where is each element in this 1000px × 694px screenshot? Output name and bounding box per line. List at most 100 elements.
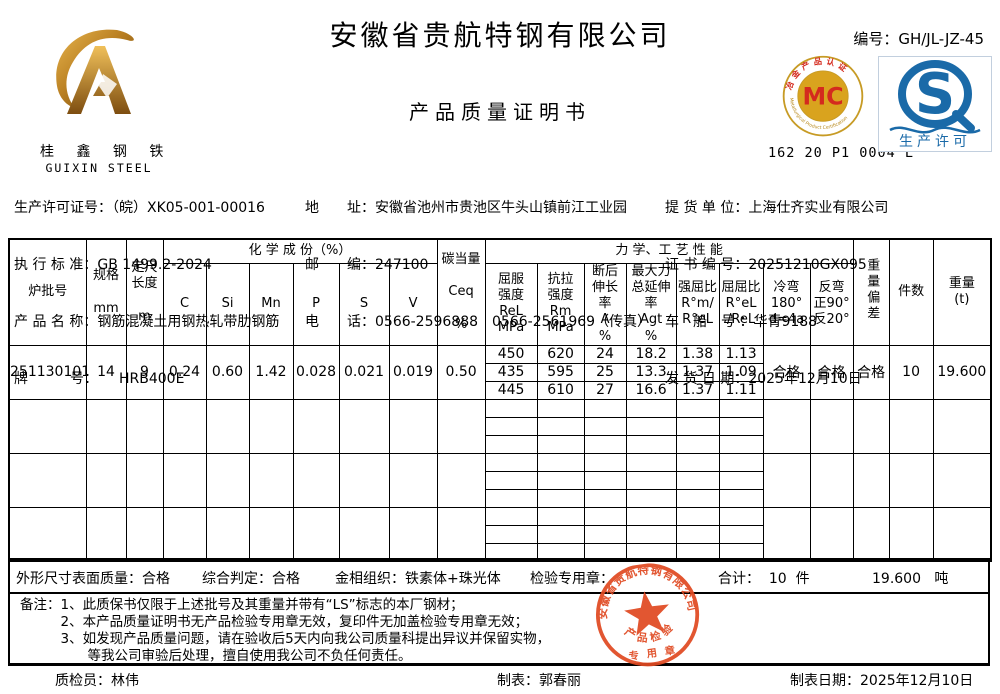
empty-cell (536, 452, 585, 472)
empty-cell (536, 488, 585, 508)
empty-cell (675, 416, 720, 436)
empty-cell (388, 452, 438, 508)
empty-cell (484, 470, 538, 490)
mc-certification-badge: 冶金产品认证 Metallurgical Product Certificati… (768, 54, 913, 161)
empty-cell (809, 452, 854, 508)
empty-cell (762, 506, 811, 562)
empty-cell (388, 398, 438, 454)
empty-cell (162, 452, 207, 508)
cell-rm-rel: 1.37 (675, 380, 720, 400)
empty-cell (583, 452, 627, 472)
qs-label: 生产许可 (899, 134, 971, 150)
cell-agt: 16.6 (625, 380, 677, 400)
col-header-p: P (292, 262, 340, 346)
empty-cell (292, 506, 340, 562)
empty-cell (583, 506, 627, 526)
empty-cell (292, 452, 340, 508)
cell-v: 0.019 (388, 344, 438, 400)
empty-cell (536, 470, 585, 490)
cell-s: 0.021 (338, 344, 390, 400)
empty-cell (625, 470, 677, 490)
address-line: 地 址：安徽省池州市贵池区牛头山镇前江工业园 (305, 200, 627, 216)
col-header-weight-deviation: 重量偏差 (852, 238, 890, 346)
col-header-length: 定尺 长度 m (125, 238, 164, 346)
doc-number: 编号：GH/JL-JZ-45 (853, 30, 984, 48)
empty-cell (625, 506, 677, 526)
empty-cell (625, 416, 677, 436)
table-subrow-empty (9, 470, 991, 490)
empty-cell (484, 452, 538, 472)
empty-cell (484, 416, 538, 436)
empty-cell (338, 398, 390, 454)
empty-cell (205, 398, 250, 454)
guixin-steel-logo: 桂 鑫 钢 铁 GUIXIN STEEL (40, 24, 173, 175)
empty-cell (583, 434, 627, 454)
cell-weight: 19.600 (932, 344, 992, 400)
empty-cell (85, 398, 127, 454)
logo-cn-text: 桂 鑫 钢 铁 (40, 144, 173, 160)
col-header-agt: 最大力 总延伸 率 Agt % (625, 262, 677, 346)
empty-cell (718, 398, 764, 418)
cell-mn: 1.42 (248, 344, 294, 400)
inspection-stamp-label: 检验专用章： (530, 571, 614, 587)
mc-letters: MC (802, 82, 843, 110)
empty-cell (536, 416, 585, 436)
note-line: 3、如发现产品质量问题，请在验收后5天内向我公司质量科提出异议并保留实物， (60, 631, 551, 647)
empty-cell (888, 452, 934, 508)
table-row-empty (8, 398, 992, 454)
col-header-mn: Mn (248, 262, 294, 346)
cell-rm-rel: 1.37 (675, 362, 720, 382)
notes-lines: 1、此质保书仅限于上述批号及其重量并带有“LS”标志的本厂钢材； 2、本产品质量… (61, 597, 551, 665)
empty-cell (484, 488, 538, 508)
empty-cell (675, 434, 720, 454)
table-subrow-empty (9, 434, 991, 454)
cell-p: 0.028 (292, 344, 340, 400)
empty-cell (338, 506, 390, 562)
empty-cell (675, 470, 720, 490)
empty-cell (852, 398, 890, 454)
cell-tensile: 620 (536, 344, 585, 364)
cell-c: 0.24 (162, 344, 207, 400)
col-group-chemistry: 化 学 成 份（%） (162, 238, 438, 264)
empty-cell (675, 398, 720, 418)
empty-cell (248, 506, 294, 562)
quality-data-table: 炉批号 规格 mm 定尺 长度 m 化 学 成 份（%） 碳当量 Ceq % 力… (8, 238, 993, 563)
empty-cell (718, 470, 764, 490)
cell-spec: 14 (85, 344, 127, 400)
empty-cell (625, 524, 677, 544)
empty-cell (718, 542, 764, 562)
mc-badge-icon: 冶金产品认证 Metallurgical Product Certificati… (782, 56, 864, 137)
empty-cell (125, 506, 164, 562)
license-no-line: 生产许可证号：（皖）XK05-001-00016 (14, 200, 265, 216)
cell-tensile: 610 (536, 380, 585, 400)
note-line: 等我公司审验后处理，擅自使用我公司不负任何责任。 (60, 648, 412, 664)
empty-cell (718, 488, 764, 508)
surface-quality: 外形尺寸表面质量：合格 (16, 571, 170, 587)
empty-cell (85, 506, 127, 562)
consignee-line: 提 货 单 位：上海仕齐实业有限公司 (665, 200, 889, 216)
empty-cell (932, 398, 992, 454)
total-weight: 19.600 吨 (872, 571, 949, 587)
empty-cell (536, 524, 585, 544)
table-row: 251130101 14 9 0.24 0.60 1.42 0.028 0.02… (8, 344, 992, 400)
cell-agt: 18.2 (625, 344, 677, 364)
col-group-mechanical: 力 学、工 艺 性 能 (484, 238, 854, 264)
empty-cell (932, 452, 992, 508)
empty-cell (852, 506, 890, 562)
empty-cell (625, 434, 677, 454)
cell-si: 0.60 (205, 344, 250, 400)
cell-yield: 445 (484, 380, 538, 400)
cell-length: 9 (125, 344, 164, 400)
total-pieces: 合计： 10 件 (718, 571, 810, 587)
empty-cell (484, 398, 538, 418)
qs-letter-s: S (915, 62, 955, 127)
cell-tensile: 595 (536, 362, 585, 382)
cell-elongation: 24 (583, 344, 627, 364)
empty-cell (583, 416, 627, 436)
cell-pieces: 10 (888, 344, 934, 400)
empty-cell (205, 452, 250, 508)
empty-cell (888, 506, 934, 562)
empty-cell (809, 506, 854, 562)
empty-cell (8, 506, 87, 562)
empty-cell (718, 416, 764, 436)
